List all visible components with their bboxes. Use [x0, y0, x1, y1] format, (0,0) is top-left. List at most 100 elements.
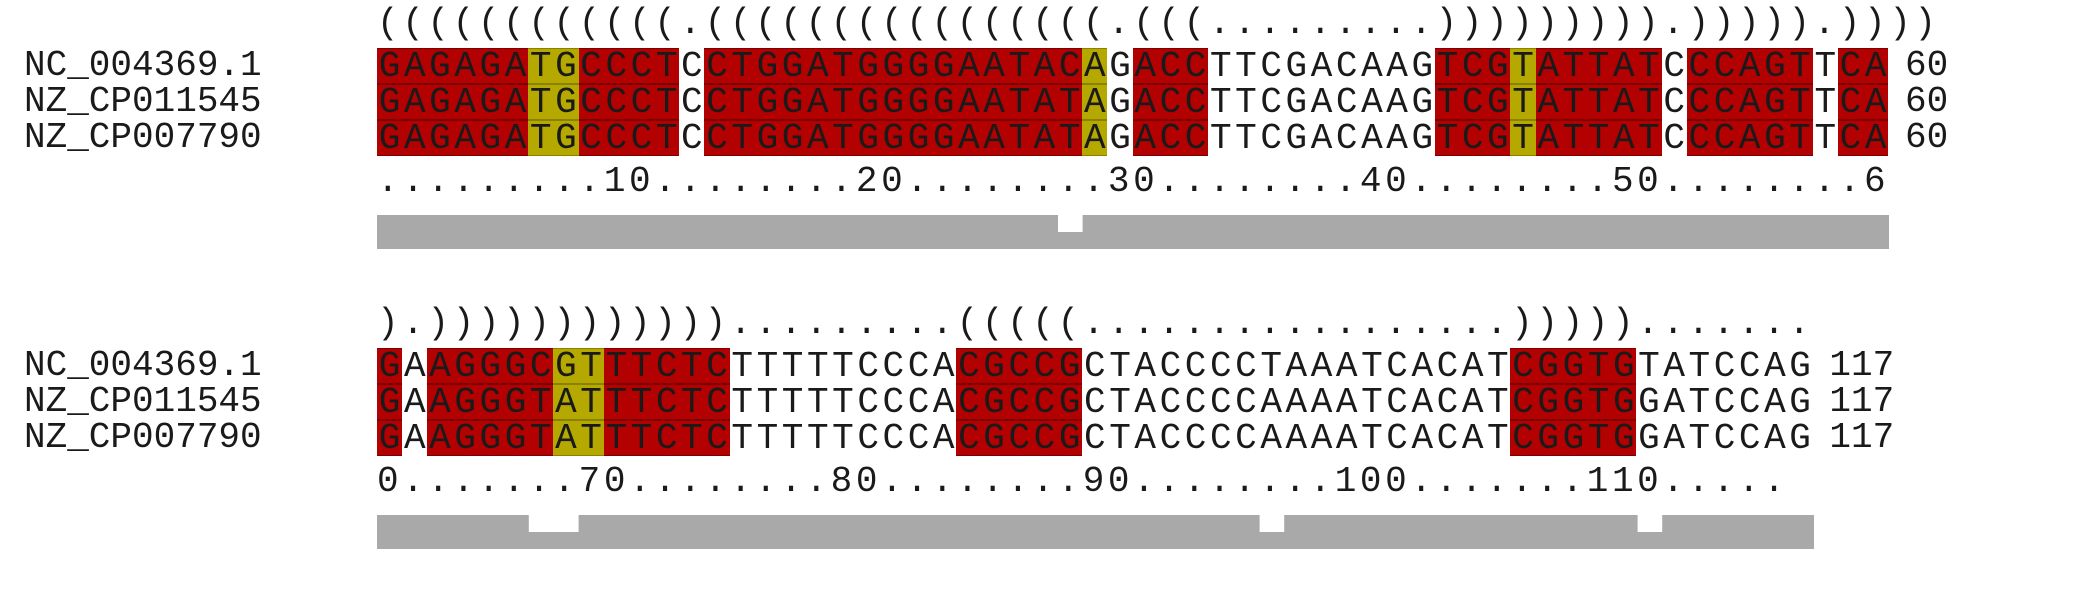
nucleotide: C [654, 418, 680, 459]
nucleotide: C [1738, 418, 1761, 459]
position-ruler: .........10........20........30........4… [377, 161, 1890, 202]
nucleotide: C [1157, 82, 1183, 123]
conservation-bar [1284, 515, 1310, 549]
conservation-bar [1183, 215, 1210, 249]
nucleotide: A [1737, 82, 1763, 123]
nucleotide: C [1510, 382, 1536, 423]
nucleotide: C [1711, 118, 1738, 159]
nucleotide: G [780, 118, 806, 159]
nucleotide: A [1663, 346, 1685, 387]
nucleotide: C [1460, 46, 1486, 87]
nucleotide: G [880, 46, 906, 87]
conservation-bar [1737, 215, 1764, 249]
nucleotide: C [1711, 46, 1738, 87]
nucleotide: T [756, 382, 779, 423]
nucleotide: A [1031, 118, 1058, 159]
nucleotide: T [1209, 82, 1232, 123]
nucleotide: T [578, 382, 604, 423]
conservation-bar [729, 215, 756, 249]
nucleotide: A [1310, 418, 1333, 459]
conservation-bar [830, 215, 857, 249]
nucleotide: T [1006, 82, 1032, 123]
conservation-bar [402, 515, 428, 549]
nucleotide: A [1082, 82, 1108, 123]
nucleotide: T [729, 46, 755, 87]
nucleotide: A [1310, 118, 1333, 159]
nucleotide: G [1789, 382, 1811, 423]
nucleotide: C [681, 82, 703, 123]
nucleotide: C [1436, 418, 1459, 459]
conservation-bar [1813, 215, 1840, 249]
nucleotide: A [553, 382, 579, 423]
conservation-bar [1259, 532, 1285, 549]
nucleotide: C [1386, 346, 1408, 387]
conservation-bar [1511, 515, 1537, 549]
nucleotide: A [1386, 46, 1408, 87]
nucleotide: C [907, 418, 930, 459]
nucleotide: A [403, 382, 426, 423]
nucleotide: C [578, 46, 604, 87]
nucleotide: A [403, 418, 426, 459]
nucleotide: A [1461, 346, 1484, 387]
nucleotide: T [1057, 82, 1083, 123]
nucleotide: C [1183, 82, 1209, 123]
conservation-bar [1737, 515, 1764, 549]
nucleotide: G [452, 346, 478, 387]
nucleotide: G [855, 82, 881, 123]
conservation-bar [1712, 215, 1739, 249]
conservation-bar [553, 215, 580, 249]
nucleotide: T [729, 118, 755, 159]
nucleotide: G [1611, 418, 1637, 459]
nucleotide: T [628, 418, 655, 459]
conservation-bar [1637, 215, 1663, 249]
conservation-bar [1687, 215, 1714, 249]
nucleotide: A [502, 82, 529, 123]
nucleotide: A [981, 118, 1007, 159]
nucleotide: C [1386, 382, 1408, 423]
sequence-end-position: 60 [1905, 81, 1949, 122]
sequence-name: NZ_CP007790 [24, 117, 262, 158]
nucleotide: C [603, 82, 629, 123]
nucleotide: T [1586, 346, 1612, 387]
nucleotide: T [1688, 418, 1711, 459]
nucleotide: C [704, 418, 730, 459]
nucleotide: A [1611, 82, 1637, 123]
nucleotide: A [1285, 382, 1308, 423]
nucleotide: A [1863, 46, 1889, 87]
sequence-end-position: 60 [1905, 45, 1949, 86]
nucleotide: G [452, 418, 478, 459]
nucleotide: C [882, 382, 905, 423]
nucleotide: A [1386, 82, 1408, 123]
nucleotide: G [1535, 346, 1561, 387]
nucleotide: A [1310, 82, 1333, 123]
nucleotide: C [1183, 46, 1209, 87]
nucleotide: C [1738, 382, 1761, 423]
nucleotide: G [1485, 82, 1511, 123]
nucleotide: A [452, 82, 478, 123]
nucleotide: C [1460, 118, 1486, 159]
conservation-bar [1057, 232, 1084, 249]
nucleotide: T [628, 346, 655, 387]
conservation-bar [427, 215, 454, 249]
nucleotide: C [1031, 346, 1058, 387]
nucleotide: A [403, 346, 426, 387]
nucleotide: T [1361, 418, 1383, 459]
conservation-bar [704, 515, 731, 549]
nucleotide: G [1638, 418, 1660, 459]
nucleotide: C [857, 418, 879, 459]
nucleotide: C [1031, 418, 1058, 459]
nucleotide: C [1436, 346, 1459, 387]
nucleotide: C [1006, 346, 1032, 387]
nucleotide: C [1738, 346, 1761, 387]
nucleotide: C [1713, 346, 1736, 387]
nucleotide: G [1109, 82, 1131, 123]
nucleotide: A [452, 46, 478, 87]
conservation-bar [1838, 215, 1865, 249]
conservation-bar [1561, 515, 1588, 549]
nucleotide: A [1535, 118, 1561, 159]
nucleotide: C [681, 118, 703, 159]
sequence-end-position: 117 [1829, 417, 1895, 458]
nucleotide: C [1184, 418, 1207, 459]
conservation-bar [377, 215, 403, 249]
nucleotide: G [1057, 418, 1083, 459]
